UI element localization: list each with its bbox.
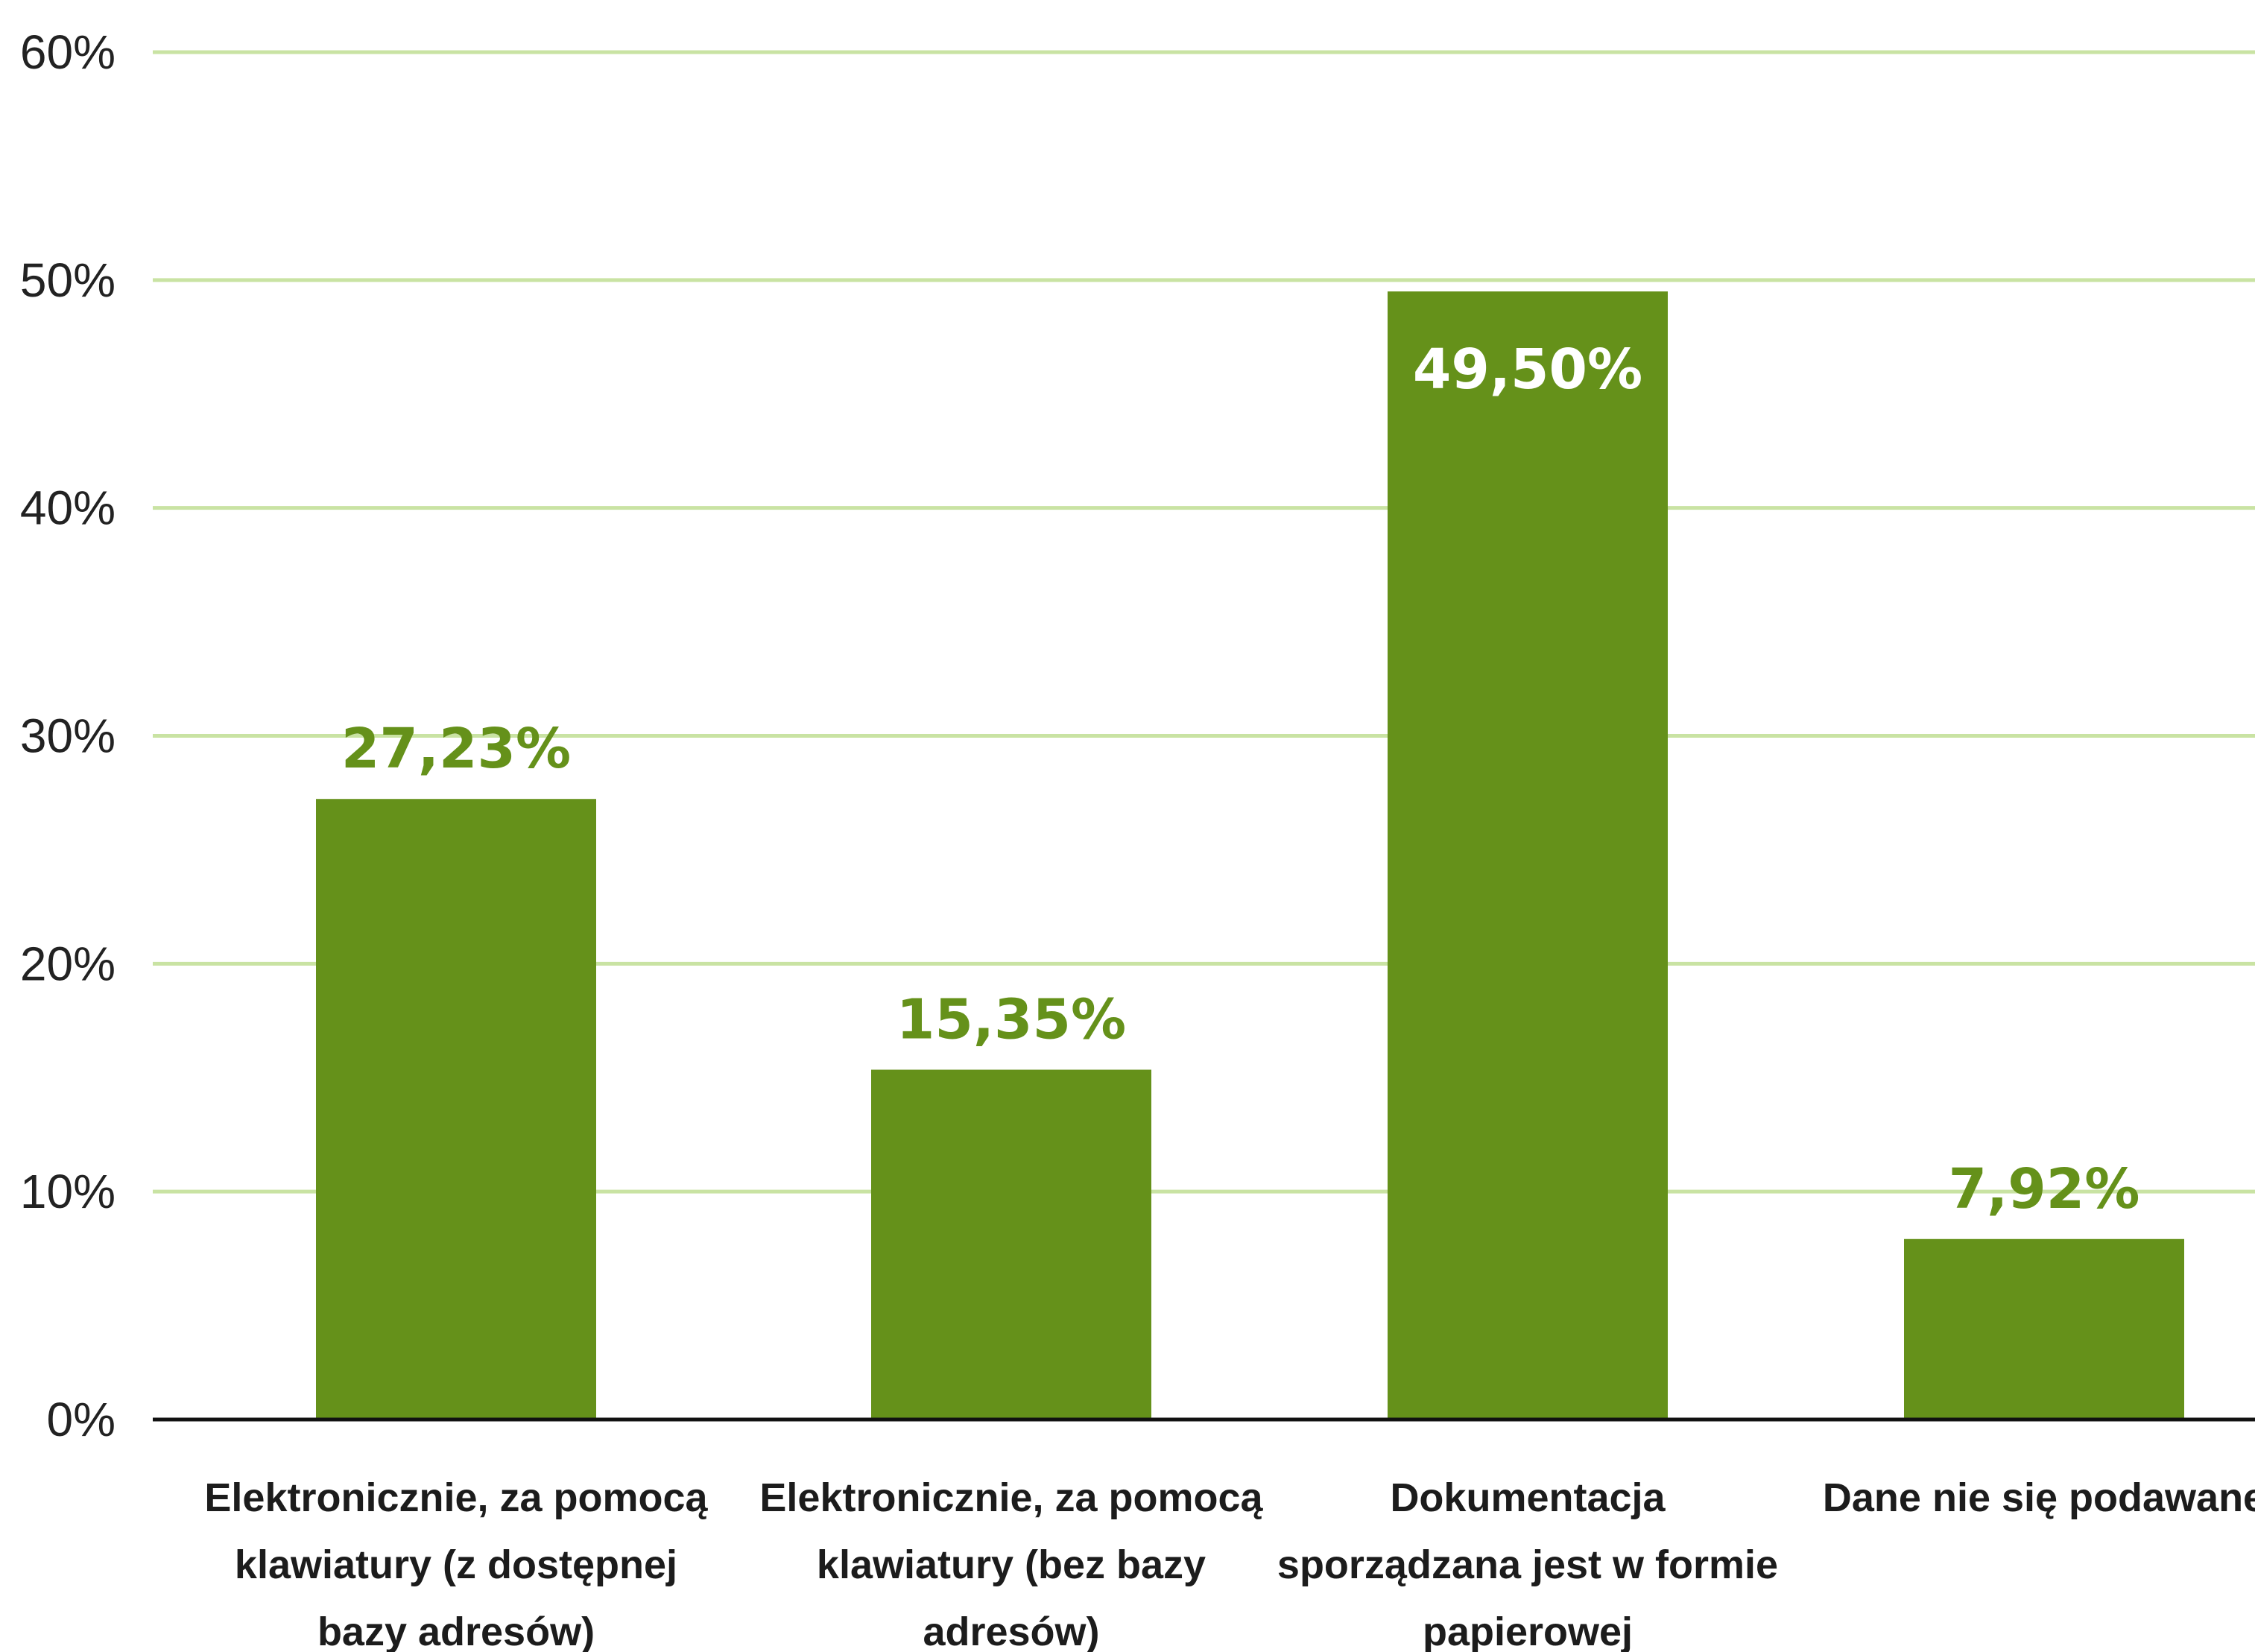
x-category-label: papierowej bbox=[1423, 1610, 1633, 1652]
bar-value-label: 15,35% bbox=[896, 988, 1126, 1052]
bar-value-label: 49,50% bbox=[1413, 338, 1642, 402]
y-axis-tick-labels: 0% 10% 20% 30% 40% 50% 60% bbox=[20, 25, 116, 1446]
y-tick-label: 10% bbox=[20, 1165, 116, 1218]
x-category-label: klawiatury (bez bazy bbox=[817, 1542, 1206, 1587]
bar bbox=[1388, 291, 1668, 1420]
x-category-label: Elektronicznie, za pomocą bbox=[759, 1475, 1263, 1520]
y-tick-label: 40% bbox=[20, 481, 116, 535]
x-category-label: Elektronicznie, za pomocą bbox=[204, 1475, 708, 1520]
x-category-label: bazy adresów) bbox=[317, 1610, 595, 1652]
bar-value-label: 27,23% bbox=[341, 717, 571, 781]
bar-value-label: 7,92% bbox=[1949, 1157, 2140, 1221]
x-category-label: adresów) bbox=[923, 1610, 1099, 1652]
bar bbox=[316, 799, 596, 1420]
bars bbox=[316, 291, 2184, 1420]
y-tick-label: 0% bbox=[47, 1393, 116, 1446]
y-tick-label: 30% bbox=[20, 709, 116, 763]
y-tick-label: 50% bbox=[20, 253, 116, 307]
y-tick-label: 20% bbox=[20, 937, 116, 990]
x-category-label: sporządzana jest w formie bbox=[1277, 1542, 1778, 1587]
x-category-label: klawiatury (z dostępnej bbox=[235, 1542, 677, 1587]
x-axis-category-labels: Elektronicznie, za pomocą klawiatury (z d… bbox=[204, 1475, 2255, 1652]
x-category-label: Dane nie się podawane bbox=[1823, 1475, 2255, 1520]
x-category-label: Dokumentacja bbox=[1390, 1475, 1666, 1520]
y-tick-label: 60% bbox=[20, 25, 116, 79]
bar bbox=[1904, 1238, 2184, 1420]
value-labels: 27,23% 15,35% 49,50% 7,92% bbox=[341, 338, 2139, 1221]
bar bbox=[871, 1069, 1151, 1420]
